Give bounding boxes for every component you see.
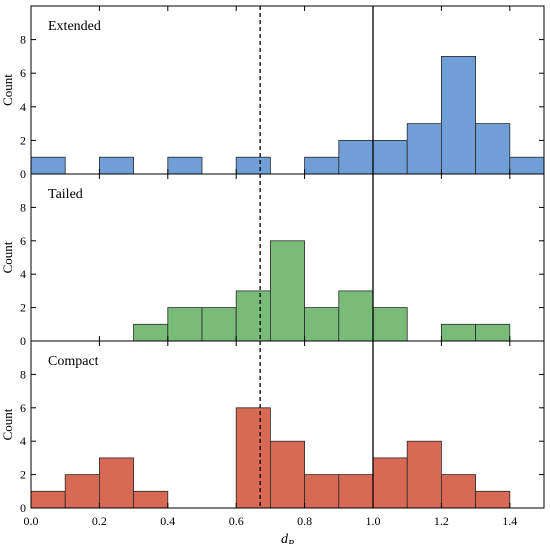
y-tick-label: 6 bbox=[20, 401, 26, 415]
x-tick-label: 0.2 bbox=[92, 514, 107, 528]
bar bbox=[133, 323, 169, 342]
bar bbox=[99, 457, 135, 509]
bar bbox=[475, 123, 511, 175]
x-tick-label: 0.6 bbox=[229, 514, 244, 528]
bar bbox=[475, 490, 511, 509]
bar bbox=[304, 156, 340, 175]
bar bbox=[338, 139, 374, 175]
bar bbox=[372, 307, 408, 342]
panel-tailed: 0 2 4 6 8 Tailed Count bbox=[0, 173, 545, 348]
bar bbox=[99, 156, 135, 175]
bar bbox=[338, 474, 374, 509]
panel-extended: 0 2 4 6 8 Extended Count bbox=[0, 5, 545, 181]
y-tick-label: 4 bbox=[20, 434, 26, 448]
x-tick-label: 0.0 bbox=[24, 514, 39, 528]
bar bbox=[201, 307, 237, 342]
bar bbox=[440, 56, 476, 175]
bar bbox=[406, 123, 442, 175]
bar bbox=[133, 490, 169, 509]
panel-title: Extended bbox=[48, 19, 101, 34]
x-axis-label: dR bbox=[281, 532, 294, 544]
bar bbox=[64, 474, 100, 509]
bar bbox=[440, 474, 476, 509]
y-tick-label: 0 bbox=[20, 167, 26, 181]
y-axis-label: Count bbox=[0, 241, 15, 273]
y-axis-label: Count bbox=[0, 74, 15, 106]
panels-group: 0 2 4 6 8 Extended Count 0 2 4 6 8 Tailed Count 0 2 4 6 8 C… bbox=[0, 5, 545, 515]
bar bbox=[235, 156, 271, 175]
y-tick-label: 4 bbox=[20, 267, 26, 281]
bar bbox=[304, 474, 340, 509]
bar bbox=[30, 490, 66, 509]
bar bbox=[338, 290, 374, 342]
bar bbox=[30, 156, 66, 175]
x-axis: 0.0 0.2 0.4 0.6 0.8 1.0 1.2 1.4 dR bbox=[24, 514, 518, 544]
y-tick-label: 2 bbox=[20, 301, 26, 315]
bar bbox=[235, 407, 271, 509]
bar bbox=[304, 307, 340, 342]
bar bbox=[372, 457, 408, 509]
y-tick-label: 4 bbox=[20, 100, 26, 114]
y-tick-label: 2 bbox=[20, 133, 26, 147]
y-axis-label: Count bbox=[0, 408, 15, 440]
bar bbox=[167, 156, 203, 175]
x-tick-label: 1.4 bbox=[502, 514, 517, 528]
y-tick-label: 6 bbox=[20, 234, 26, 248]
x-tick-label: 0.4 bbox=[160, 514, 175, 528]
y-tick-label: 0 bbox=[20, 501, 26, 515]
y-tick-label: 0 bbox=[20, 334, 26, 348]
y-tick-label: 8 bbox=[20, 367, 26, 381]
x-tick-label: 0.8 bbox=[297, 514, 312, 528]
bar bbox=[440, 323, 476, 342]
y-tick-label: 8 bbox=[20, 200, 26, 214]
x-tick-label: 1.0 bbox=[366, 514, 381, 528]
panel-compact: 0 2 4 6 8 Compact Count bbox=[0, 340, 545, 515]
y-tick-label: 6 bbox=[20, 66, 26, 80]
panel-title: Tailed bbox=[48, 187, 83, 202]
x-tick-label: 1.2 bbox=[434, 514, 449, 528]
panel-frame bbox=[30, 340, 545, 509]
bar bbox=[269, 440, 305, 509]
y-tick-label: 8 bbox=[20, 33, 26, 47]
bar bbox=[269, 240, 305, 342]
bar bbox=[509, 156, 545, 175]
bar bbox=[372, 139, 408, 175]
bar bbox=[167, 307, 203, 342]
bar bbox=[235, 290, 271, 342]
y-tick-label: 2 bbox=[20, 468, 26, 482]
panel-title: Compact bbox=[48, 354, 99, 369]
bar bbox=[475, 323, 511, 342]
bar bbox=[406, 440, 442, 509]
